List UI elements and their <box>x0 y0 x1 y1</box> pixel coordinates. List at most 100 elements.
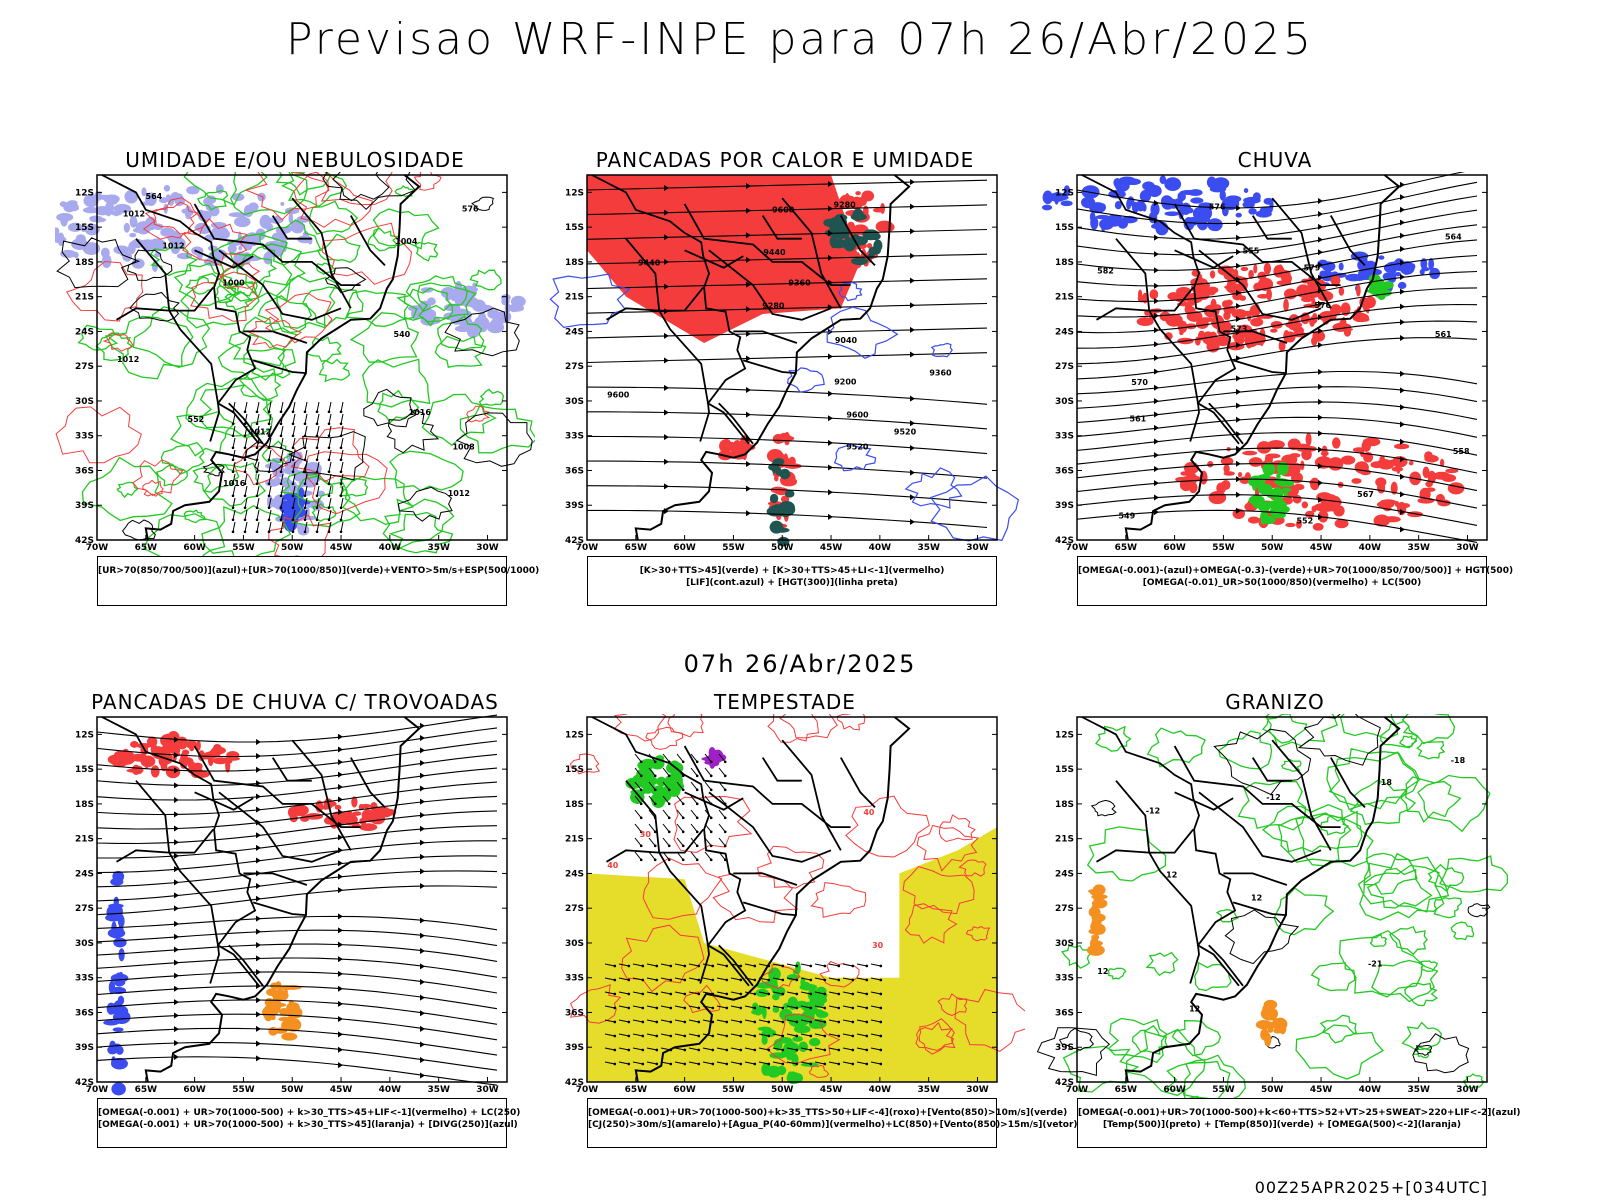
map-chuva: 582 5795765765735705675645615615585555525… <box>1041 172 1488 553</box>
field-patch <box>1164 177 1182 192</box>
field-patch <box>1358 269 1373 279</box>
lon-label: 35W <box>917 543 940 553</box>
arrow-head <box>639 774 643 778</box>
field-patch <box>1285 522 1296 528</box>
stream-arrow <box>174 825 179 832</box>
arrow-head <box>697 978 701 982</box>
wind-arrow <box>604 991 615 995</box>
field-patch <box>1388 459 1398 465</box>
lon-label: 70W <box>576 543 599 553</box>
contour-label: 1004 <box>395 237 418 246</box>
arrow-head <box>339 458 343 462</box>
field-patch <box>1091 894 1108 900</box>
arrow-head <box>681 830 685 834</box>
stream-arrow <box>1318 463 1323 470</box>
contour-line <box>478 388 505 406</box>
arrow-head <box>255 494 259 498</box>
stream-arrow <box>664 258 669 265</box>
stream-arrow <box>1400 274 1405 281</box>
arrow-head <box>753 1034 757 1038</box>
border-line <box>350 757 386 809</box>
wind-arrow <box>316 449 320 460</box>
lon-label: 35W <box>917 1085 940 1095</box>
contour-line <box>1237 780 1307 831</box>
field-patch <box>210 746 226 755</box>
arrow-head <box>303 482 307 486</box>
border-line <box>659 286 704 312</box>
contour-line <box>1090 799 1117 817</box>
lat-label: 39S <box>565 1043 584 1053</box>
contour-line <box>386 409 440 454</box>
map-geography <box>1081 174 1401 541</box>
field-patch <box>1401 503 1411 509</box>
border-line <box>742 359 796 374</box>
stream-arrow <box>1236 476 1241 483</box>
arrow-head <box>697 1062 701 1066</box>
lat-label: 36S <box>565 1008 584 1018</box>
stream-arrow <box>338 771 343 778</box>
streamline <box>96 1042 498 1071</box>
lon-label: 45W <box>1310 543 1333 553</box>
field-patch <box>1210 218 1222 232</box>
lon-label: 70W <box>576 1085 599 1095</box>
contour-line <box>809 1064 830 1078</box>
stream-arrow <box>1400 473 1405 480</box>
wind-arrow <box>646 1061 657 1065</box>
stream-arrow <box>828 390 833 397</box>
legend: [OMEGA(-0.001)-(azul)+OMEGA(-0.3)-(verde… <box>1077 556 1513 606</box>
arrow-head <box>315 470 319 474</box>
field-patch <box>1164 211 1180 217</box>
stream-arrow <box>1400 508 1405 515</box>
stream-arrow <box>338 1000 343 1007</box>
arrow-head <box>327 494 331 498</box>
contour-label: 12 <box>1166 870 1177 879</box>
wind-arrow <box>828 977 839 981</box>
contour-label: 9520 <box>894 427 917 436</box>
map-geography <box>101 174 421 541</box>
wind-arrow <box>634 781 642 791</box>
lat-label: 21S <box>75 835 94 845</box>
lat-label: 21S <box>75 293 94 303</box>
field-patch <box>358 803 365 811</box>
border-line <box>684 791 744 811</box>
wind-arrow <box>730 1033 741 1037</box>
arrow-head <box>291 458 295 462</box>
wind-arrow <box>634 795 642 805</box>
border-line <box>228 944 264 987</box>
stream-arrow <box>420 868 425 875</box>
wind-arrow <box>304 413 308 424</box>
wind-arrow <box>256 461 260 472</box>
wind-arrow <box>674 1005 685 1009</box>
field-patch <box>1312 522 1324 531</box>
stream-arrow <box>256 997 261 1004</box>
field-patch <box>815 1010 829 1019</box>
arrow-head <box>767 1006 771 1010</box>
field-patch <box>118 205 128 214</box>
contour-line <box>1363 852 1418 895</box>
stream-arrow <box>1154 267 1159 274</box>
stream-arrow <box>256 955 261 962</box>
field-patch <box>1042 190 1053 205</box>
stream-arrow <box>1154 298 1159 305</box>
contour-label: 576 <box>1314 301 1331 310</box>
stream-arrow <box>256 928 261 935</box>
contour-line <box>1380 720 1419 749</box>
stream-arrow <box>256 1040 261 1047</box>
lon-label: 35W <box>1407 1085 1430 1095</box>
lat-label: 15S <box>75 765 94 775</box>
arrow-head <box>279 470 283 474</box>
contour-line <box>965 925 991 942</box>
wind-arrow <box>304 449 308 460</box>
contour-line <box>621 924 705 993</box>
wind-arrow <box>660 1005 671 1009</box>
lat-label: 24S <box>565 869 584 879</box>
field-patch <box>852 208 864 222</box>
field-patch <box>1237 471 1243 478</box>
field-patch <box>1092 884 1106 896</box>
field-patch <box>1248 269 1254 279</box>
wind-arrow <box>842 977 853 981</box>
arrow-head <box>641 964 645 968</box>
field-patch <box>113 896 119 908</box>
border-line <box>781 739 842 851</box>
field-patch <box>165 765 181 779</box>
